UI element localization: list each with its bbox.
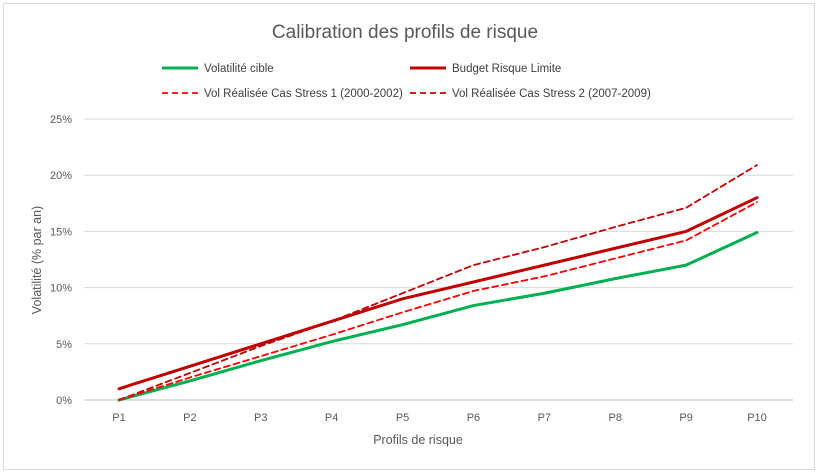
series-line-3 xyxy=(118,201,758,401)
chart-title: Calibration des profils de risque xyxy=(272,22,538,43)
x-tick-label: P7 xyxy=(538,412,551,424)
x-tick-label: P3 xyxy=(254,412,267,424)
legend-item-budget-risque-limite: Budget Risque Limite xyxy=(410,63,561,75)
x-tick-label: P6 xyxy=(467,412,480,424)
x-tick-label: P9 xyxy=(679,412,692,424)
grid xyxy=(84,118,793,401)
y-tick-label: 15% xyxy=(50,226,72,238)
series-lines xyxy=(117,164,759,402)
legend-label: Vol Réalisée Cas Stress 1 (2000-2002) xyxy=(204,88,403,100)
y-axis-label: Volatilité (% par an) xyxy=(30,206,44,314)
y-tick-label: 10% xyxy=(50,283,72,295)
legend: Volatilité cible Budget Risque Limite Vo… xyxy=(162,63,651,100)
y-tick-label: 25% xyxy=(50,114,72,126)
y-tick-label: 20% xyxy=(50,170,72,182)
x-axis-ticks: P1 P2 P3 P4 P5 P6 P7 P8 P9 P10 xyxy=(112,412,767,424)
legend-item-stress-1: Vol Réalisée Cas Stress 1 (2000-2002) xyxy=(162,88,403,100)
legend-item-stress-2: Vol Réalisée Cas Stress 2 (2007-2009) xyxy=(410,88,651,100)
legend-item-volatilite-cible: Volatilité cible xyxy=(162,63,274,75)
y-axis-ticks: 0% 5% 10% 15% 20% 25% xyxy=(50,114,72,407)
series-line-2 xyxy=(117,196,759,391)
x-tick-label: P1 xyxy=(112,412,125,424)
series-line-1 xyxy=(117,231,759,402)
x-tick-label: P8 xyxy=(608,412,621,424)
y-tick-label: 0% xyxy=(56,395,72,407)
legend-label: Volatilité cible xyxy=(204,63,274,75)
series-line-4 xyxy=(118,164,758,401)
x-tick-label: P4 xyxy=(325,412,338,424)
x-axis-label: Profils de risque xyxy=(373,433,463,447)
legend-label: Vol Réalisée Cas Stress 2 (2007-2009) xyxy=(452,88,651,100)
x-tick-label: P2 xyxy=(183,412,196,424)
x-tick-label: P10 xyxy=(747,412,767,424)
y-tick-label: 5% xyxy=(56,339,72,351)
legend-label: Budget Risque Limite xyxy=(452,63,561,75)
x-tick-label: P5 xyxy=(396,412,409,424)
